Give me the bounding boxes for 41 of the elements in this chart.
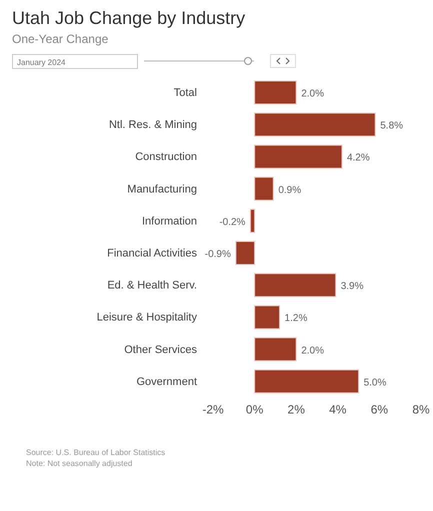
data-label: 5.8% xyxy=(380,120,404,132)
y-tick-label: Leisure & Hospitality xyxy=(96,312,198,324)
bar xyxy=(254,144,342,169)
bar xyxy=(254,112,376,137)
x-tick-label: 0% xyxy=(246,402,264,417)
y-tick-label: Total xyxy=(174,86,197,99)
date-dropdown: January 2024 xyxy=(12,54,138,68)
y-tick-label: Other Services xyxy=(124,344,198,356)
data-label: -0.2% xyxy=(219,216,246,228)
bar xyxy=(250,208,256,233)
bar xyxy=(254,176,274,201)
x-tick-label: -2% xyxy=(202,402,224,417)
bar xyxy=(254,337,297,362)
data-label: 2.0% xyxy=(301,88,324,100)
y-tick-label: Information xyxy=(142,215,197,228)
y-tick-label: Financial Activities xyxy=(107,247,198,260)
text: One-Year Change xyxy=(11,32,110,46)
y-tick-label: Construction xyxy=(135,151,197,164)
data-label: -0.9% xyxy=(204,249,231,260)
bar xyxy=(254,305,280,330)
data-label: 3.9% xyxy=(340,281,364,292)
y-tick-label: Government xyxy=(136,376,197,388)
data-label: 1.2% xyxy=(284,313,308,324)
bar xyxy=(235,241,256,265)
x-tick-label: 2% xyxy=(288,402,306,417)
source-note: Source: U.S. Bureau of Labor Statistics xyxy=(26,447,166,458)
data-label: 0.9% xyxy=(278,184,302,196)
bar xyxy=(254,369,360,394)
chart-title: Utah Job Change by Industry xyxy=(11,8,246,29)
data-label: 4.2% xyxy=(346,152,370,164)
x-tick-label: 4% xyxy=(329,402,347,417)
x-tick-label: 6% xyxy=(370,402,388,417)
data-label: 2.0% xyxy=(301,345,324,356)
y-tick-label: Ed. & Health Serv. xyxy=(107,280,197,292)
bar xyxy=(254,273,336,298)
y-tick-label: Ntl. Res. & Mining xyxy=(108,119,197,132)
data-label: 5.0% xyxy=(364,377,386,388)
y-tick-label: Manufacturing xyxy=(127,183,197,196)
bar xyxy=(254,80,297,104)
text: Note: Not seasonally adjusted xyxy=(26,458,134,469)
x-tick-label: 8% xyxy=(412,402,430,417)
